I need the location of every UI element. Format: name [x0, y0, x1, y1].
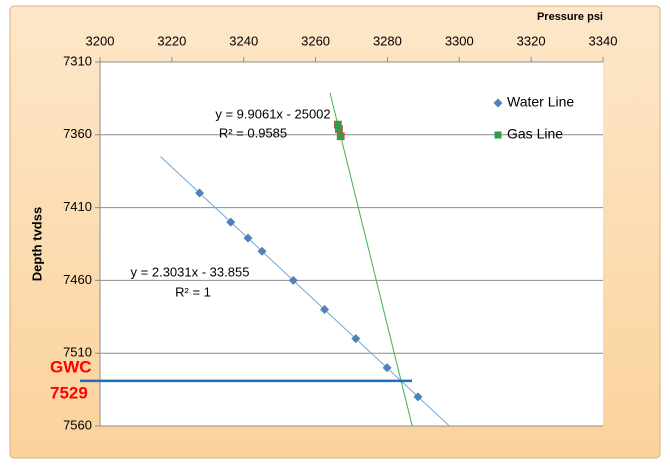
x-tick-label: 3340 — [589, 33, 618, 48]
data-point — [243, 233, 253, 243]
x-tick-label: 3320 — [517, 33, 546, 48]
y-tick-label: 7560 — [63, 417, 92, 432]
data-point — [382, 363, 392, 373]
y-tick-label: 7410 — [63, 199, 92, 214]
x-tick-label: 3260 — [301, 33, 330, 48]
plot-area — [100, 62, 603, 426]
data-point — [226, 217, 236, 227]
x-tick-label: 3240 — [229, 33, 258, 48]
y-tick-label: 7460 — [63, 272, 92, 287]
data-point — [335, 125, 343, 133]
x-tick-label: 3300 — [445, 33, 474, 48]
trendline-r2: R² = 0.9585 — [219, 125, 287, 140]
x-axis-title: Pressure psi — [537, 11, 603, 23]
y-tick-label: 7360 — [63, 126, 92, 141]
data-point — [336, 132, 345, 141]
y-tick-label: 7310 — [63, 53, 92, 68]
data-point — [320, 305, 330, 315]
x-tick-label: 3280 — [373, 33, 402, 48]
x-tick-label: 3220 — [157, 33, 186, 48]
gwc-value: 7529 — [50, 383, 88, 402]
data-point — [288, 275, 298, 285]
trendline-equation: y = 2.3031x - 33.855 — [131, 264, 250, 279]
data-point — [257, 246, 267, 256]
legend-label: Water Line — [507, 94, 574, 110]
trendline — [160, 156, 451, 426]
trendline-equation: y = 9.9061x - 25002 — [215, 106, 330, 121]
x-tick-label: 3200 — [86, 33, 115, 48]
trendline — [329, 92, 413, 426]
data-point — [413, 392, 423, 402]
y-tick-label: 7510 — [63, 345, 92, 360]
y-axis-title: Depth tvdss — [29, 207, 44, 281]
legend-marker — [494, 131, 502, 139]
legend-marker — [493, 98, 503, 108]
legend-label: Gas Line — [507, 126, 563, 142]
data-point — [195, 188, 205, 198]
trendline-r2: R² = 1 — [175, 284, 211, 299]
gwc-label: GWC — [50, 357, 92, 376]
data-point — [351, 334, 361, 344]
